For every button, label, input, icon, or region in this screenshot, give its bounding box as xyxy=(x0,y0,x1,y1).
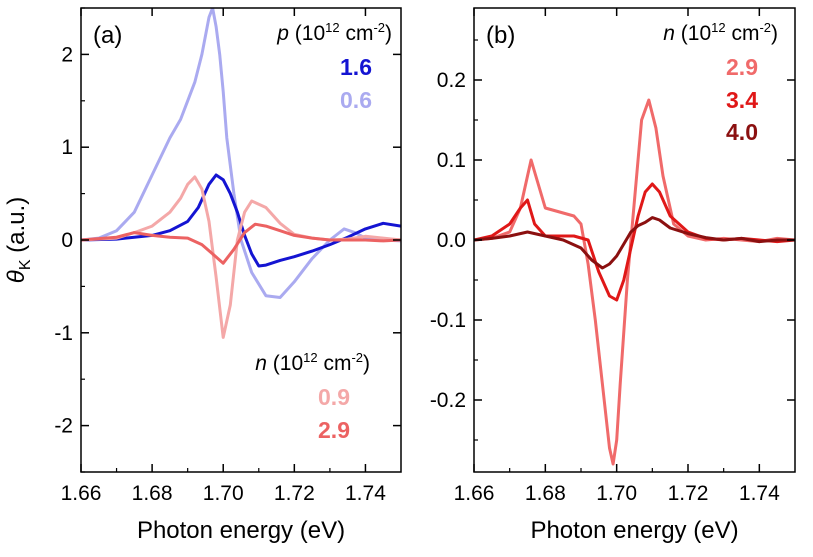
y-tick-label: 0.0 xyxy=(437,229,466,252)
legend-header-header-unit2: cm xyxy=(318,352,352,375)
x-axis-title: Photon energy (eV) xyxy=(530,517,738,544)
legend-entry: 2.9 xyxy=(318,417,350,443)
y-tick-label: -0.1 xyxy=(430,309,466,332)
y-tick-label: 0.2 xyxy=(437,69,466,92)
legend-header-header-close: ) xyxy=(363,352,370,375)
x-tick-label: 1.66 xyxy=(454,482,495,505)
legend-header-header-unit: (10 xyxy=(267,352,303,375)
series-line-3 xyxy=(81,175,401,339)
legend-entry: 2.9 xyxy=(726,54,758,80)
legend-header-header-exp: 12 xyxy=(711,20,725,35)
legend-header-header-var: n xyxy=(663,22,675,45)
x-tick-label: 1.70 xyxy=(596,482,637,505)
x-axis-title: Photon energy (eV) xyxy=(137,517,345,544)
y-axis-title: θK (a.u.) xyxy=(3,197,34,283)
legend-header-header-exp2: -2 xyxy=(759,20,771,35)
legend-entry: 4.0 xyxy=(726,119,758,145)
legend-header-header-exp: 12 xyxy=(325,20,339,35)
legend-entry: 0.9 xyxy=(318,384,350,410)
legend-header-header-unit2: cm xyxy=(726,22,760,45)
legend-entry: 0.6 xyxy=(340,87,372,113)
legend-header: n (1012 cm-2) xyxy=(255,350,370,375)
series-line-3 xyxy=(474,216,795,270)
legend-header: p (1012 cm-2) xyxy=(276,20,392,45)
legend-header-header-exp: 12 xyxy=(303,350,317,365)
legend-entry: 1.6 xyxy=(340,54,372,80)
series-line-1 xyxy=(81,8,401,299)
y-axis-symbol: θ xyxy=(3,270,30,283)
legend-header-header-unit2: cm xyxy=(340,22,374,45)
legend-header-header-exp2: -2 xyxy=(373,20,385,35)
y-axis-unit: (a.u.) xyxy=(3,197,30,260)
y-tick-label: -1 xyxy=(54,322,73,345)
legend-header-header-close: ) xyxy=(771,22,778,45)
y-tick-label: -2 xyxy=(54,415,73,438)
panel-b: 1.66 1.68 1.70 1.72 1.74 -0.2 -0.1 0.0 0.1 0.2 Pho… xyxy=(430,7,796,544)
y-tick-label: -0.2 xyxy=(430,389,466,412)
x-tick-label: 1.68 xyxy=(132,482,173,505)
x-tick-label: 1.68 xyxy=(525,482,566,505)
legend-entry: 3.4 xyxy=(726,87,758,113)
x-tick-label: 1.66 xyxy=(61,482,102,505)
x-tick-label: 1.74 xyxy=(739,482,780,505)
x-tick-label: 1.72 xyxy=(668,482,709,505)
legend-header: n (1012 cm-2) xyxy=(663,20,778,45)
series-line-1 xyxy=(474,98,795,466)
y-axis-subscript: K xyxy=(17,259,34,270)
x-tick-label: 1.70 xyxy=(203,482,244,505)
x-tick-label: 1.72 xyxy=(274,482,315,505)
legend-header-header-exp2: -2 xyxy=(351,350,363,365)
series-line-4 xyxy=(81,222,401,265)
y-tick-label: 2 xyxy=(61,43,73,66)
panel-label: (b) xyxy=(486,22,515,49)
y-tick-label: 1 xyxy=(61,136,73,159)
legend-header-header-close: ) xyxy=(385,22,392,45)
x-tick-label: 1.74 xyxy=(345,482,386,505)
legend-header-header-unit: (10 xyxy=(675,22,711,45)
legend-header-header-var: n xyxy=(255,352,267,375)
y-tick-label: 0.1 xyxy=(437,149,466,172)
panel-label: (a) xyxy=(93,22,122,49)
legend-header-header-unit: (10 xyxy=(289,22,325,45)
legend-header-header-var: p xyxy=(276,22,289,45)
y-tick-label: 0 xyxy=(61,229,73,252)
